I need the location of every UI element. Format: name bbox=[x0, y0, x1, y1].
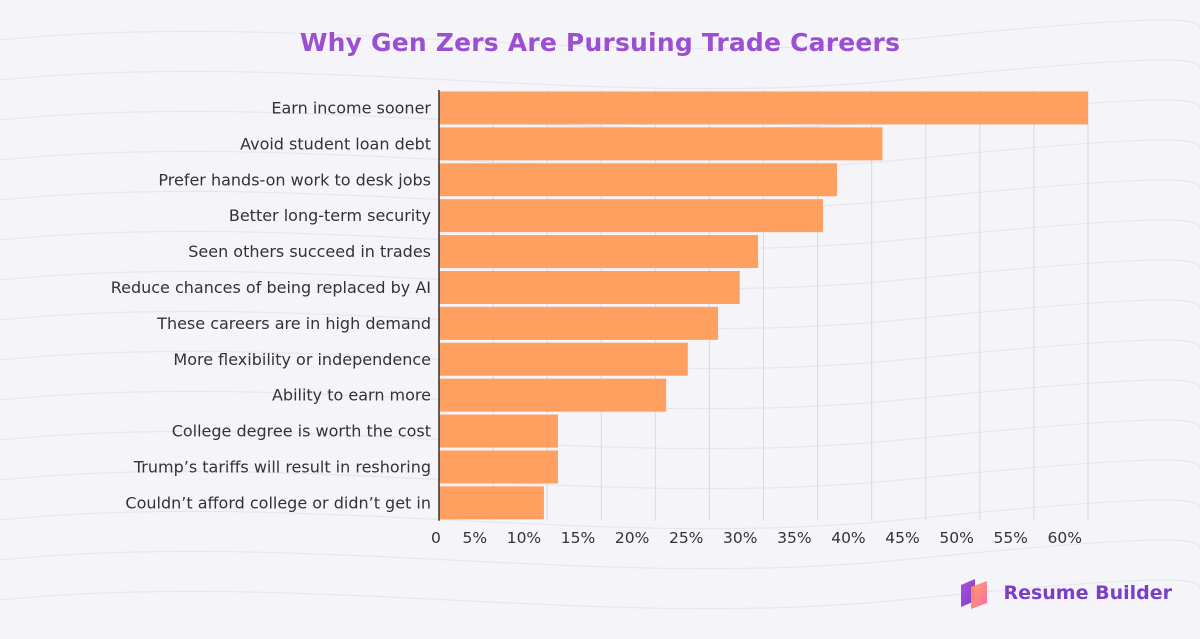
category-label-11: Couldn’t afford college or didn’t get in bbox=[125, 493, 431, 512]
x-tick-label-2: 10% bbox=[507, 529, 541, 547]
x-tick-label-12: 60% bbox=[1048, 529, 1082, 547]
x-tick-label-10: 50% bbox=[939, 529, 973, 547]
category-label-2: Prefer hands-on work to desk jobs bbox=[158, 170, 431, 189]
x-tick-label-0: 0 bbox=[431, 529, 441, 547]
category-label-6: These careers are in high demand bbox=[156, 314, 431, 333]
x-tick-label-1: 5% bbox=[462, 529, 487, 547]
bar-4 bbox=[439, 235, 759, 269]
bar-11 bbox=[439, 486, 544, 520]
bar-7 bbox=[439, 342, 688, 376]
category-label-7: More flexibility or independence bbox=[173, 350, 431, 369]
bar-0 bbox=[439, 91, 1088, 125]
x-tick-label-6: 30% bbox=[723, 529, 757, 547]
category-label-10: Trump’s tariffs will result in reshoring bbox=[133, 457, 431, 476]
x-tick-label-3: 15% bbox=[561, 529, 595, 547]
bar-6 bbox=[439, 306, 719, 340]
x-tick-label-7: 35% bbox=[777, 529, 811, 547]
chart-title: Why Gen Zers Are Pursuing Trade Careers bbox=[299, 28, 901, 57]
resume-builder-logo-icon bbox=[961, 579, 988, 609]
x-tick-label-5: 25% bbox=[669, 529, 703, 547]
bar-3 bbox=[439, 199, 823, 233]
category-label-8: Ability to earn more bbox=[272, 386, 431, 405]
x-tick-label-8: 40% bbox=[831, 529, 865, 547]
x-tick-label-9: 45% bbox=[885, 529, 919, 547]
category-label-0: Earn income sooner bbox=[271, 98, 431, 117]
bar-10 bbox=[439, 450, 558, 484]
bar-5 bbox=[439, 270, 740, 304]
category-label-4: Seen others succeed in trades bbox=[188, 242, 431, 261]
brand-name: Resume Builder bbox=[1003, 582, 1172, 604]
bar-1 bbox=[439, 127, 883, 161]
brand-logo: Resume Builder bbox=[957, 575, 1172, 611]
bar-2 bbox=[439, 163, 838, 197]
bar-8 bbox=[439, 378, 667, 412]
x-tick-label-11: 55% bbox=[993, 529, 1027, 547]
x-tick-label-4: 20% bbox=[615, 529, 649, 547]
category-label-5: Reduce chances of being replaced by AI bbox=[111, 278, 431, 297]
category-label-9: College degree is worth the cost bbox=[172, 422, 431, 441]
bar-9 bbox=[439, 414, 558, 448]
category-label-3: Better long-term security bbox=[229, 206, 431, 225]
category-label-1: Avoid student loan debt bbox=[240, 134, 431, 153]
